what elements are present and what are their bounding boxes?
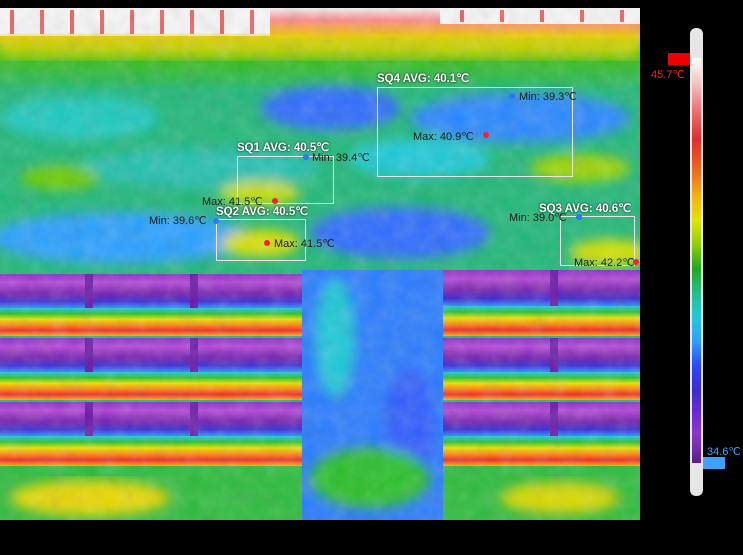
thermal-image	[0, 8, 640, 520]
roi-box-sq3[interactable]	[560, 216, 635, 266]
min-point-sq3	[576, 214, 582, 220]
min-label-sq2: Min: 39.6℃	[149, 215, 207, 227]
roi-label-sq2: SQ2 AVG: 40.5℃	[216, 206, 309, 218]
min-label-sq3: Min: 39.0℃	[509, 212, 567, 224]
min-temperature-handle[interactable]	[703, 457, 725, 469]
min-label-sq1: Min: 39.4℃	[312, 152, 370, 164]
max-label-sq2: Max: 41.5℃	[274, 238, 335, 250]
roi-box-sq2[interactable]	[216, 219, 306, 261]
color-palette-bar	[692, 58, 701, 463]
roi-box-sq4[interactable]	[377, 87, 573, 177]
max-temperature-handle[interactable]	[668, 53, 690, 65]
max-point-sq2	[264, 240, 270, 246]
max-point-sq1	[272, 198, 278, 204]
roi-label-sq4: SQ4 AVG: 40.1℃	[377, 73, 470, 85]
roi-label-sq1: SQ1 AVG: 40.5℃	[237, 142, 330, 154]
min-point-sq1	[303, 154, 309, 160]
max-label-sq4: Max: 40.9℃	[413, 131, 474, 143]
min-point-sq4	[509, 93, 515, 99]
roi-box-sq1[interactable]	[237, 156, 334, 204]
roi-label-sq3: SQ3 AVG: 40.6℃	[539, 203, 632, 215]
max-point-sq3	[633, 259, 639, 265]
max-point-sq4	[483, 132, 489, 138]
max-label-sq1: Max: 41.5℃	[202, 196, 263, 208]
min-label-sq4: Min: 39.3℃	[519, 91, 577, 103]
max-temperature-label: 45.7℃	[651, 69, 685, 81]
min-point-sq2	[213, 218, 219, 224]
min-temperature-label: 34.6℃	[707, 446, 741, 458]
max-label-sq3: Max: 42.2℃	[574, 257, 635, 269]
